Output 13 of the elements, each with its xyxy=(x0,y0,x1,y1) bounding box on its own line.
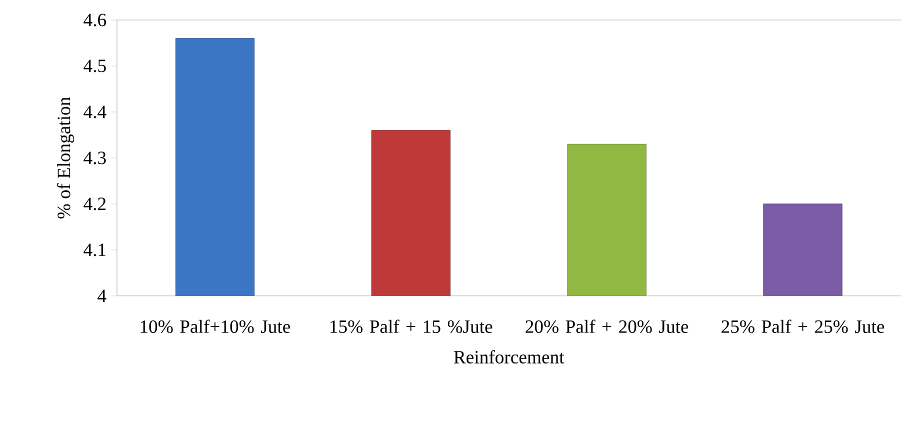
x-tick-label: 15% Palf + 15 %Jute xyxy=(330,320,492,334)
x-axis-title: Reinforcement xyxy=(454,350,564,364)
x-tick-label: 25% Palf + 25% Jute xyxy=(722,320,884,334)
y-tick-label: 4.2 xyxy=(84,198,106,210)
y-axis-title: % of Elongation xyxy=(56,97,74,219)
y-tick-label: 4.6 xyxy=(84,14,106,26)
y-tick-label: 4.3 xyxy=(84,152,106,164)
y-tick-label: 4.5 xyxy=(84,60,106,72)
y-tick-label: 4.4 xyxy=(84,106,106,118)
y-tick-label: 4.1 xyxy=(84,244,106,256)
x-tick-label: 20% Palf + 20% Jute xyxy=(526,320,688,334)
y-tick-label: 4 xyxy=(98,290,106,302)
x-tick-label: 10% Palf+10% Jute xyxy=(140,320,290,334)
